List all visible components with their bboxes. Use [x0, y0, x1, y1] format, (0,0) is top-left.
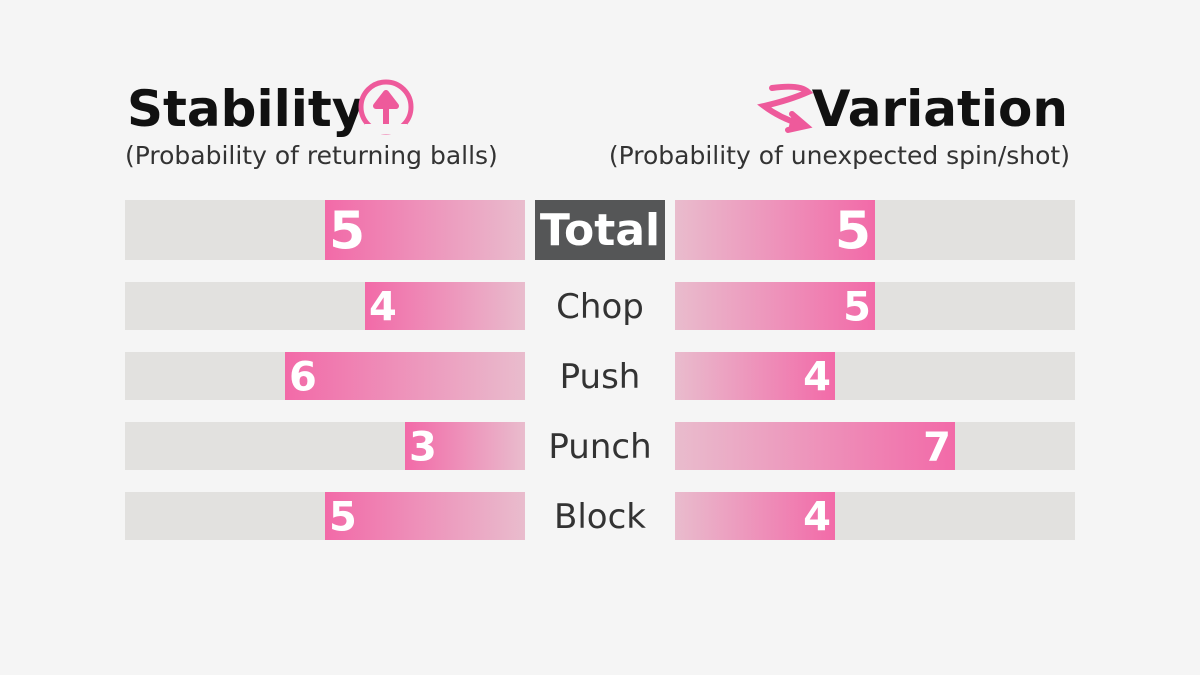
right-title: Variation	[812, 80, 1068, 138]
value-label: 7	[923, 424, 951, 470]
bar	[405, 422, 525, 470]
category-label: Block	[554, 497, 646, 537]
bar	[675, 352, 835, 400]
bar	[285, 352, 525, 400]
stability-icon	[358, 79, 414, 135]
bar	[675, 492, 835, 540]
value-label: 5	[843, 284, 871, 330]
left-title: Stability	[127, 80, 364, 138]
value-label: 5	[329, 494, 357, 540]
value-label: 4	[369, 284, 397, 330]
bar	[675, 282, 875, 330]
bar	[325, 492, 525, 540]
variation-icon	[757, 83, 814, 133]
category-label: Punch	[548, 427, 651, 467]
bar	[325, 200, 525, 260]
value-label: 3	[409, 424, 437, 470]
left-subtitle: (Probability of returning balls)	[125, 141, 498, 170]
bar	[675, 422, 955, 470]
category-label: Chop	[556, 287, 644, 327]
category-label: Push	[560, 357, 641, 397]
value-label: 4	[803, 354, 831, 400]
value-label: 5	[835, 202, 871, 262]
bar	[365, 282, 525, 330]
category-label: Total	[540, 205, 660, 256]
bar	[675, 200, 875, 260]
right-subtitle: (Probability of unexpected spin/shot)	[609, 141, 1070, 170]
value-label: 5	[329, 202, 365, 262]
value-label: 6	[289, 354, 317, 400]
category-box	[535, 200, 665, 260]
value-label: 4	[803, 494, 831, 540]
